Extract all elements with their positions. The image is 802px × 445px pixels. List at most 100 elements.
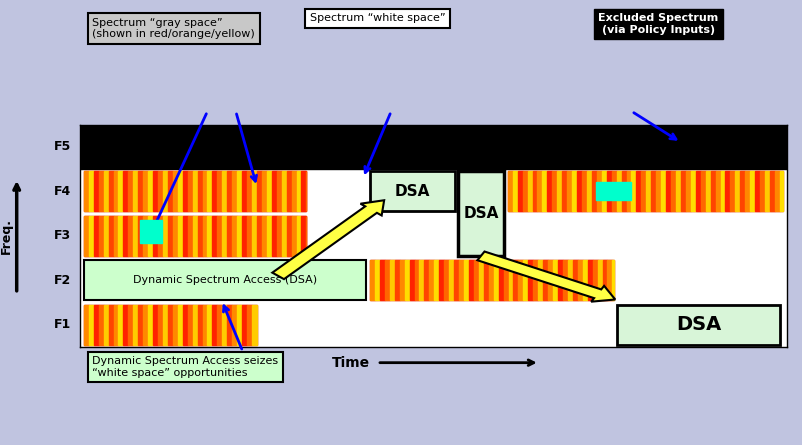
Bar	[685, 171, 690, 211]
Bar	[561, 171, 566, 211]
Bar	[601, 171, 606, 211]
Bar	[409, 260, 414, 300]
Text: F1: F1	[54, 318, 71, 332]
Bar	[587, 260, 592, 300]
Bar	[508, 260, 512, 300]
Bar	[512, 260, 518, 300]
Bar	[158, 171, 163, 211]
Bar	[222, 305, 227, 345]
Bar	[370, 260, 375, 300]
Bar	[202, 171, 207, 211]
Bar	[183, 305, 188, 345]
Text: F2: F2	[54, 274, 71, 287]
Bar	[606, 260, 612, 300]
Bar	[172, 216, 177, 256]
Bar	[719, 171, 724, 211]
Bar	[197, 305, 202, 345]
Bar	[764, 171, 769, 211]
Bar	[395, 260, 399, 300]
Bar	[217, 216, 222, 256]
Bar	[113, 171, 119, 211]
Bar	[124, 305, 128, 345]
Bar	[172, 171, 177, 211]
Bar	[143, 305, 148, 345]
Bar	[197, 216, 202, 256]
Bar	[83, 305, 89, 345]
Bar	[557, 171, 561, 211]
Bar	[177, 305, 183, 345]
Bar	[183, 171, 188, 211]
Bar	[424, 260, 429, 300]
Bar	[493, 260, 498, 300]
Bar	[602, 260, 606, 300]
Bar	[286, 171, 291, 211]
Bar	[89, 216, 94, 256]
Bar	[724, 171, 730, 211]
Bar	[586, 171, 591, 211]
Bar	[168, 171, 172, 211]
Bar	[419, 260, 424, 300]
Bar	[158, 305, 163, 345]
Bar	[660, 171, 666, 211]
Bar	[592, 260, 597, 300]
Bar	[217, 305, 222, 345]
Bar	[557, 260, 562, 300]
Text: Dynamic Spectrum Access (DSA): Dynamic Spectrum Access (DSA)	[133, 275, 317, 285]
Text: F4: F4	[54, 185, 71, 198]
Bar	[739, 171, 744, 211]
Bar	[389, 260, 395, 300]
Bar	[617, 305, 779, 345]
Bar	[621, 171, 626, 211]
Text: DSA: DSA	[463, 206, 498, 221]
Bar	[749, 171, 754, 211]
Bar	[548, 260, 553, 300]
Bar	[448, 260, 454, 300]
Bar	[710, 171, 715, 211]
Bar	[103, 171, 108, 211]
Bar	[375, 260, 379, 300]
Bar	[567, 260, 572, 300]
Bar	[547, 171, 552, 211]
Bar	[444, 260, 448, 300]
Bar	[192, 305, 197, 345]
Bar	[252, 305, 257, 345]
Bar	[89, 305, 94, 345]
Bar	[779, 171, 783, 211]
Bar	[571, 171, 577, 211]
Bar	[237, 305, 242, 345]
Bar	[296, 171, 301, 211]
Bar	[517, 171, 522, 211]
Bar	[242, 305, 247, 345]
Bar	[675, 171, 680, 211]
Bar	[488, 260, 493, 300]
Bar	[177, 216, 183, 256]
Bar	[690, 171, 695, 211]
Bar	[695, 171, 700, 211]
Bar	[207, 216, 213, 256]
Bar	[261, 216, 266, 256]
Bar	[566, 171, 571, 211]
Bar	[730, 171, 735, 211]
Text: F5: F5	[54, 140, 71, 154]
Bar	[153, 305, 158, 345]
Bar	[282, 171, 286, 211]
Bar	[202, 305, 207, 345]
Bar	[596, 171, 601, 211]
Bar	[507, 171, 783, 211]
Bar	[286, 216, 291, 256]
Bar	[429, 260, 434, 300]
Bar	[247, 305, 252, 345]
Bar	[597, 260, 602, 300]
Bar	[222, 216, 227, 256]
Bar	[744, 171, 749, 211]
Text: Excluded Spectrum
(via Policy Inputs): Excluded Spectrum (via Policy Inputs)	[597, 13, 718, 35]
Bar	[384, 260, 389, 300]
Bar	[124, 171, 128, 211]
Bar	[459, 260, 464, 300]
Bar	[774, 171, 779, 211]
Bar	[232, 305, 237, 345]
Bar	[257, 216, 261, 256]
Bar	[83, 216, 306, 256]
Bar	[197, 171, 202, 211]
Bar	[108, 171, 113, 211]
